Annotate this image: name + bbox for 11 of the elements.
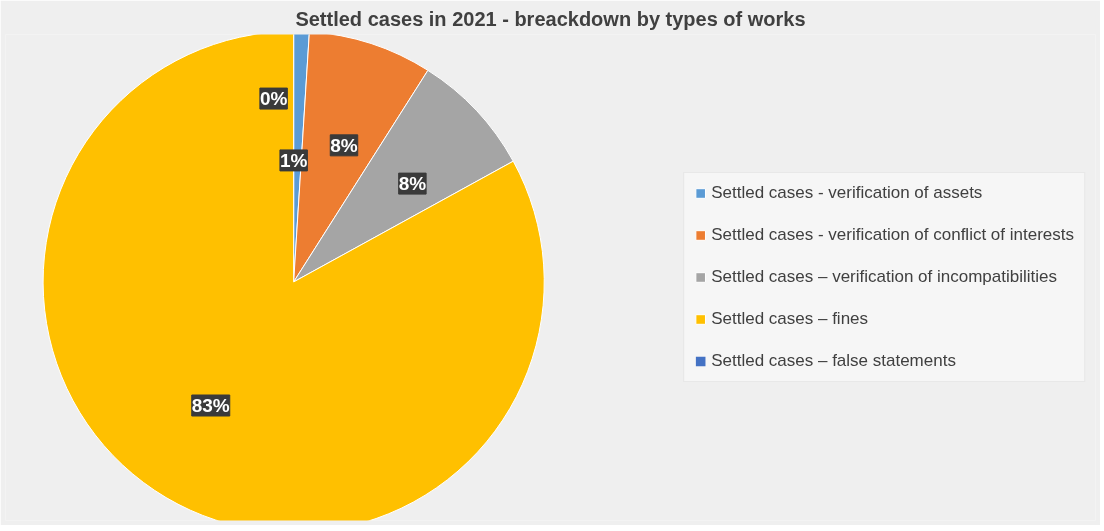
data-label: 83% xyxy=(191,395,230,417)
data-label: 1% xyxy=(279,149,308,171)
data-label: 8% xyxy=(330,134,358,156)
legend-label: Settled cases – verification of incompatibilities xyxy=(711,267,1058,287)
chart-title: Settled cases in 2021 - breackdown by types of works xyxy=(295,7,806,30)
data-label: 8% xyxy=(398,173,427,195)
legend-label: Settled cases – false statements xyxy=(711,351,956,371)
text: 0% xyxy=(259,88,288,110)
legend-label: Settled cases - verification of assets xyxy=(711,183,983,203)
legend-label: Settled cases – fines xyxy=(711,309,869,329)
legend-label: Settled cases - verification of conflict of interests xyxy=(711,225,1074,245)
